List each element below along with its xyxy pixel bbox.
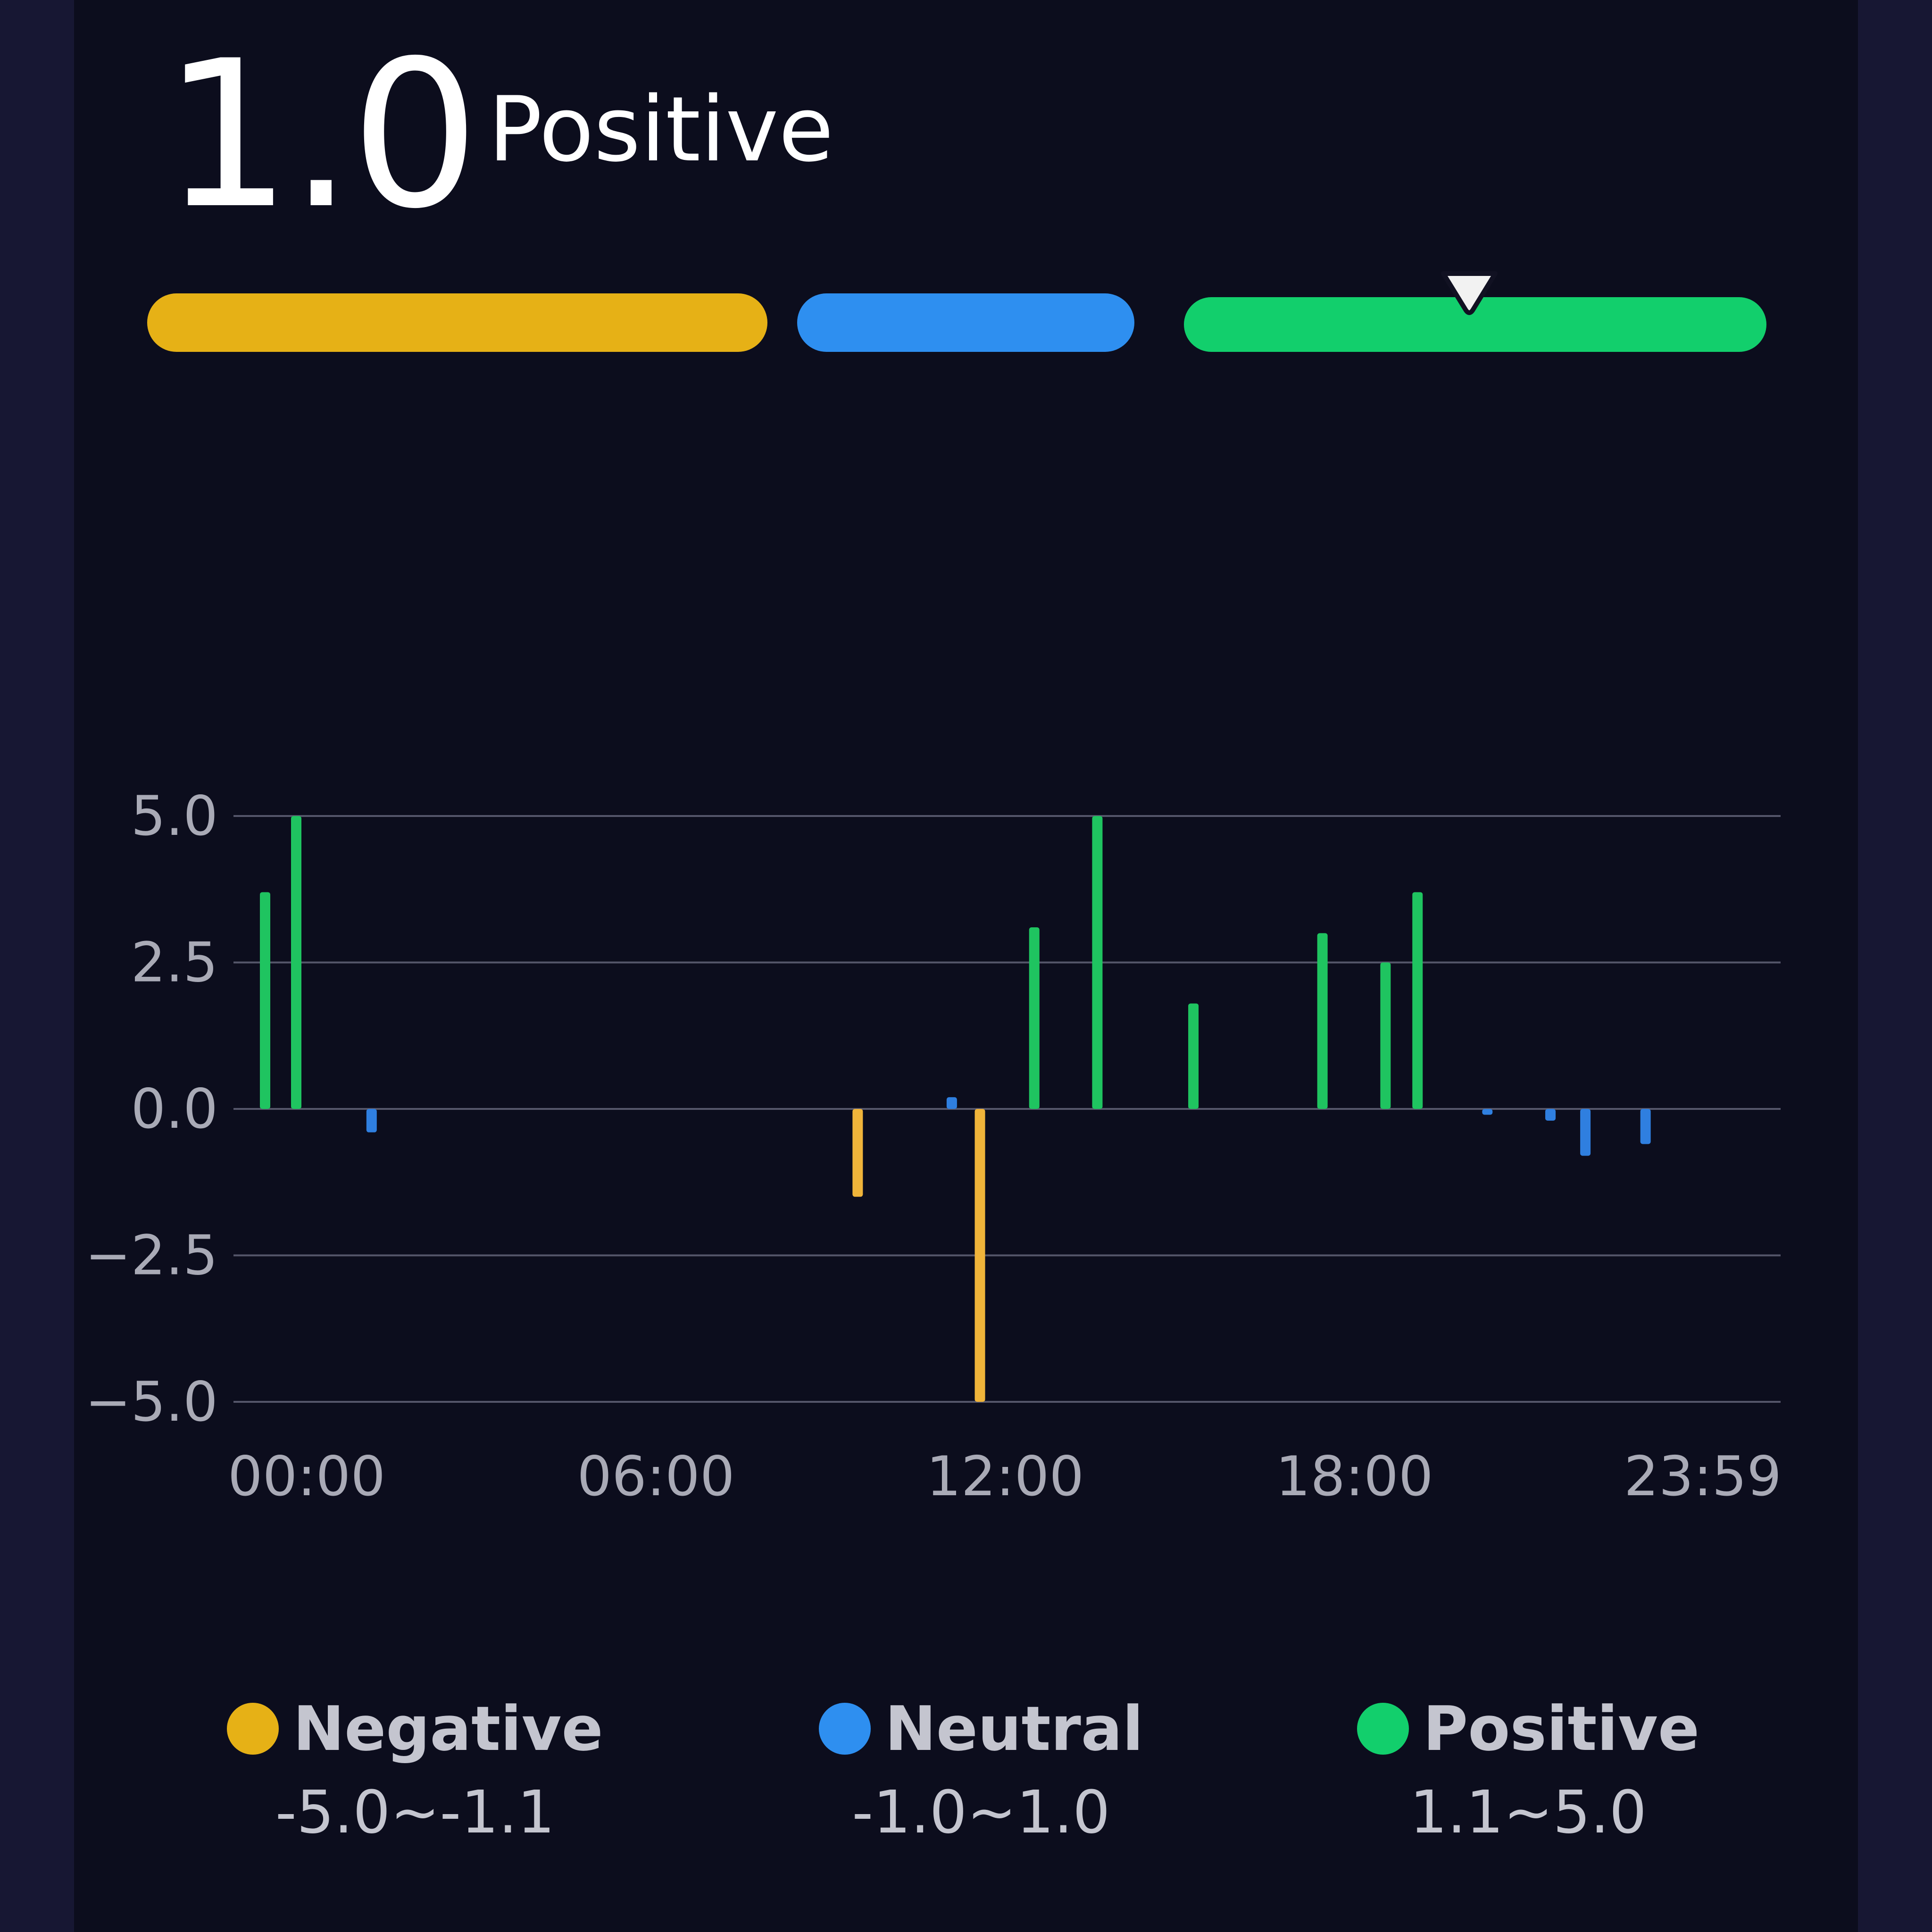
legend-neutral: Neutral -1.0~1.0 bbox=[769, 1698, 1193, 1842]
bar-neutral bbox=[1580, 1109, 1591, 1156]
x-tick-label: 18:00 bbox=[1275, 1445, 1433, 1508]
positive-dot-icon bbox=[1357, 1703, 1409, 1755]
bar-positive bbox=[1380, 962, 1391, 1109]
x-tick-label: 00:00 bbox=[228, 1445, 385, 1508]
y-tick-label: 2.5 bbox=[131, 931, 218, 995]
mood-status: Positive bbox=[488, 77, 834, 182]
x-tick-label: 23:59 bbox=[1624, 1445, 1782, 1508]
y-tick-label: −5.0 bbox=[85, 1370, 218, 1434]
bar-positive bbox=[260, 892, 270, 1109]
gauge-marker-icon bbox=[1441, 271, 1498, 315]
bar-neutral bbox=[1482, 1109, 1493, 1115]
bar-positive bbox=[1092, 816, 1103, 1109]
legend-negative-label: Negative bbox=[293, 1693, 603, 1765]
neutral-dot-icon bbox=[818, 1703, 871, 1755]
bar-neutral bbox=[946, 1097, 957, 1109]
bar-positive bbox=[1412, 892, 1423, 1109]
y-tick-label: −2.5 bbox=[85, 1224, 218, 1288]
legend-positive-range: 1.1~5.0 bbox=[1409, 1778, 1647, 1847]
bar-neutral bbox=[366, 1109, 377, 1133]
gauge-negative-segment bbox=[147, 293, 767, 352]
x-tick-label: 06:00 bbox=[577, 1445, 734, 1508]
legend-negative: Negative -5.0~-1.1 bbox=[203, 1698, 627, 1842]
y-tick-label: 5.0 bbox=[131, 784, 218, 848]
bar-positive bbox=[1029, 927, 1040, 1109]
legend-negative-range: -5.0~-1.1 bbox=[275, 1778, 555, 1847]
bar-negative bbox=[852, 1109, 863, 1197]
bar-negative bbox=[974, 1109, 985, 1402]
bar-neutral bbox=[1545, 1109, 1556, 1121]
y-tick-label: 0.0 bbox=[131, 1077, 218, 1141]
gauge-neutral-segment bbox=[797, 293, 1134, 352]
legend-positive: Positive 1.1~5.0 bbox=[1316, 1698, 1740, 1842]
legend-neutral-range: -1.0~1.0 bbox=[852, 1778, 1110, 1847]
mood-score: 1.0 bbox=[163, 17, 480, 253]
x-tick-label: 12:00 bbox=[926, 1445, 1084, 1508]
bar-positive bbox=[291, 816, 301, 1109]
legend-positive-label: Positive bbox=[1423, 1693, 1700, 1765]
bar-neutral bbox=[1640, 1109, 1651, 1144]
bar-positive bbox=[1188, 1003, 1199, 1109]
legend-neutral-label: Neutral bbox=[884, 1693, 1144, 1765]
bar-positive bbox=[1317, 933, 1328, 1109]
negative-dot-icon bbox=[227, 1703, 279, 1755]
